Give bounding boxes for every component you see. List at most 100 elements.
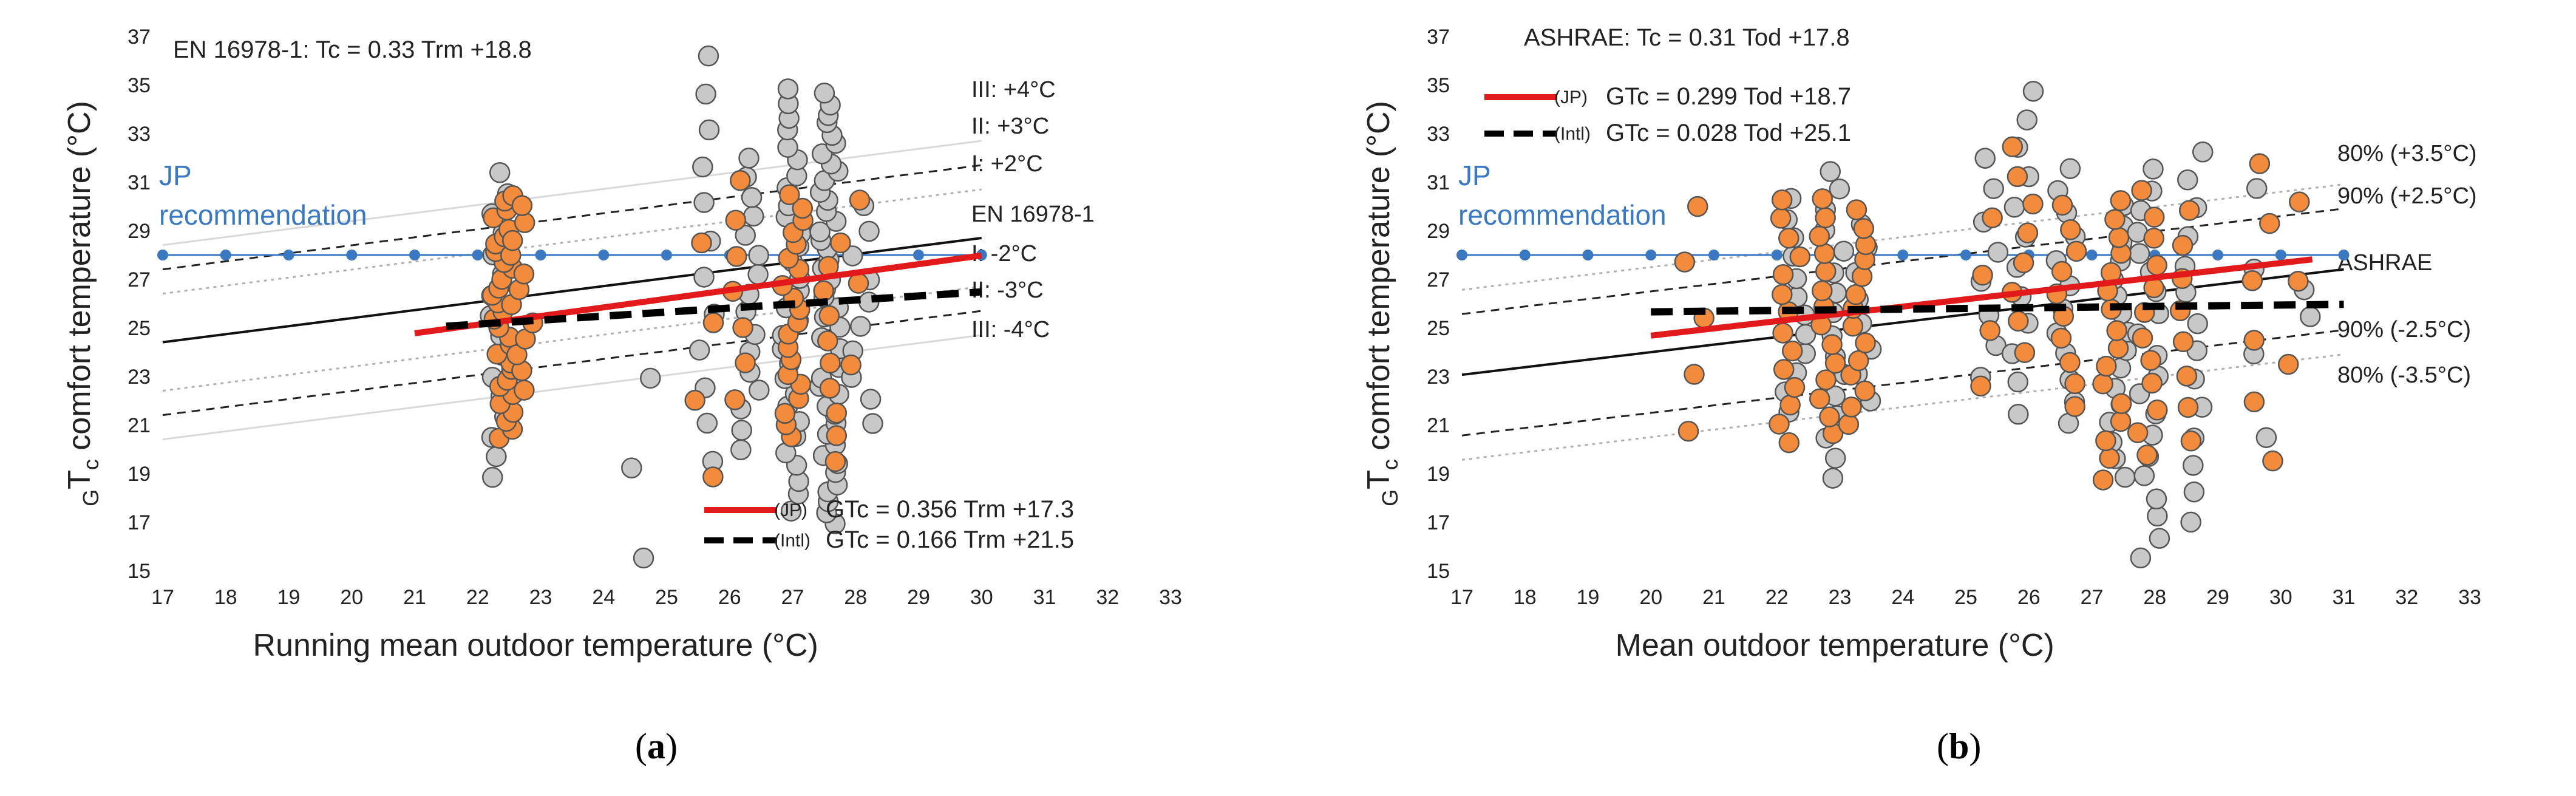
y-tick-label: 17	[127, 511, 151, 534]
data-point-jp	[849, 189, 871, 211]
chart-title: EN 16978-1: Tc = 0.33 Trm +18.8	[173, 36, 532, 63]
x-tick-label: 25	[1954, 586, 1977, 609]
data-point-jp	[2172, 234, 2194, 256]
x-tick-label: 33	[2458, 586, 2481, 609]
y-axis-label-sub-pre: G	[1378, 489, 1402, 506]
caption-a: (a)	[635, 726, 678, 766]
recommendation-marker	[598, 250, 610, 260]
data-point-intl	[858, 220, 880, 242]
data-point-jp	[2127, 422, 2149, 443]
data-point-jp	[1845, 284, 1867, 305]
data-point-intl	[738, 148, 760, 169]
comfort-band-label: 80% (-3.5°C)	[2337, 362, 2471, 388]
data-point-intl	[748, 245, 769, 266]
recommendation-marker	[283, 250, 294, 260]
data-point-jp	[2099, 447, 2120, 469]
data-point-intl	[2255, 427, 2277, 448]
y-tick-label: 23	[1427, 366, 1450, 389]
chart-panel-a: 17 18 19 20 21 22 23 24 25 26 27 28 29 30 31 32 33151719…	[62, 26, 1182, 663]
data-point-jp	[2143, 206, 2165, 228]
data-point-intl	[2008, 404, 2029, 425]
data-point-jp	[848, 273, 869, 294]
x-tick-label: 21	[403, 586, 426, 609]
data-point-intl	[1974, 148, 1996, 169]
data-point-jp	[1982, 207, 2003, 228]
data-point-intl	[1829, 178, 1850, 200]
data-point-jp	[1815, 369, 1837, 390]
data-point-jp	[2002, 136, 2024, 158]
y-tick-label: 31	[127, 171, 151, 194]
caption-a-letter: a	[647, 726, 665, 766]
data-point-intl	[2246, 178, 2268, 199]
recommendation-marker	[1960, 250, 1971, 260]
comfort-band-label: 80% (+3.5°C)	[2337, 141, 2477, 166]
caption-b: (b)	[1937, 726, 1982, 766]
data-point-jp	[2017, 222, 2039, 243]
x-tick-label: 27	[781, 586, 804, 609]
recommendation-marker	[1771, 250, 1782, 260]
data-point-intl	[1987, 242, 2009, 263]
x-tick-label: 18	[214, 586, 237, 609]
data-point-intl	[2129, 243, 2150, 264]
data-point-intl	[2187, 313, 2208, 335]
x-axis-label: Running mean outdoor temperature (°C)	[253, 628, 818, 663]
data-point-jp	[792, 197, 814, 219]
x-tick-label: 33	[1159, 586, 1182, 609]
comfort-band-label: III: +4°C	[971, 77, 1056, 103]
x-tick-label: 23	[529, 586, 552, 609]
x-tick-label: 20	[1639, 586, 1662, 609]
standard-comfort-line	[1461, 268, 2344, 376]
data-point-jp	[2096, 355, 2117, 377]
data-point-jp	[1970, 375, 1991, 397]
comfort-band-label: III: -4°C	[971, 317, 1050, 342]
fit-legend-formula: GTc = 0.166 Trm +21.5	[826, 526, 1074, 553]
data-point-jp	[2064, 373, 2085, 395]
recommendation-marker	[535, 250, 546, 260]
data-point-intl	[2007, 371, 2029, 393]
data-point-intl	[698, 45, 719, 67]
recommendation-marker	[1456, 250, 1467, 260]
y-tick-label: 31	[1427, 171, 1450, 194]
fit-legend-formula: GTc = 0.299 Tod +18.7	[1606, 83, 1851, 110]
comfort-band-label: II: +3°C	[971, 114, 1049, 139]
recommendation-marker	[1519, 250, 1531, 260]
data-point-jp	[819, 378, 841, 399]
data-point-jp	[1677, 420, 1699, 442]
comfort-band-line	[162, 164, 982, 271]
x-tick-label: 32	[2395, 586, 2418, 609]
data-point-jp	[1972, 264, 1993, 286]
data-point-intl	[731, 420, 752, 441]
data-point-intl	[2114, 466, 2136, 488]
recommendation-marker	[1582, 250, 1594, 260]
data-point-jp	[1687, 196, 1708, 217]
data-point-intl	[2183, 455, 2204, 476]
recommendation-label: recommendation	[1458, 199, 1667, 231]
data-point-intl	[692, 156, 713, 178]
fit-legend-name: (JP)	[1554, 87, 1588, 107]
data-point-jp	[817, 330, 838, 352]
recommendation-marker	[2338, 250, 2350, 260]
data-point-intl	[2146, 488, 2167, 509]
data-point-intl	[2133, 465, 2155, 486]
data-point-jp	[1784, 376, 1806, 398]
data-point-intl	[730, 439, 752, 461]
data-point-intl	[809, 221, 831, 243]
data-point-jp	[514, 212, 535, 233]
data-point-intl	[486, 446, 507, 468]
fit-legend-name: (Intl)	[1554, 124, 1591, 144]
data-point-intl	[2022, 81, 2044, 102]
data-point-jp	[1789, 246, 1811, 268]
y-axis-label-main: T	[62, 470, 97, 489]
data-point-intl	[2016, 109, 2037, 131]
x-tick-label: 30	[970, 586, 993, 609]
standard-line-label: ASHRAE	[2337, 250, 2432, 276]
data-point-jp	[1779, 394, 1801, 416]
data-point-jp	[2106, 320, 2127, 341]
y-tick-label: 21	[1427, 414, 1450, 437]
data-point-intl	[1983, 178, 2004, 199]
data-point-intl	[2003, 197, 2025, 218]
recommendation-marker	[2212, 250, 2223, 260]
data-point-jp	[501, 230, 523, 251]
recommendation-marker	[409, 250, 420, 260]
data-point-jp	[2050, 327, 2072, 349]
